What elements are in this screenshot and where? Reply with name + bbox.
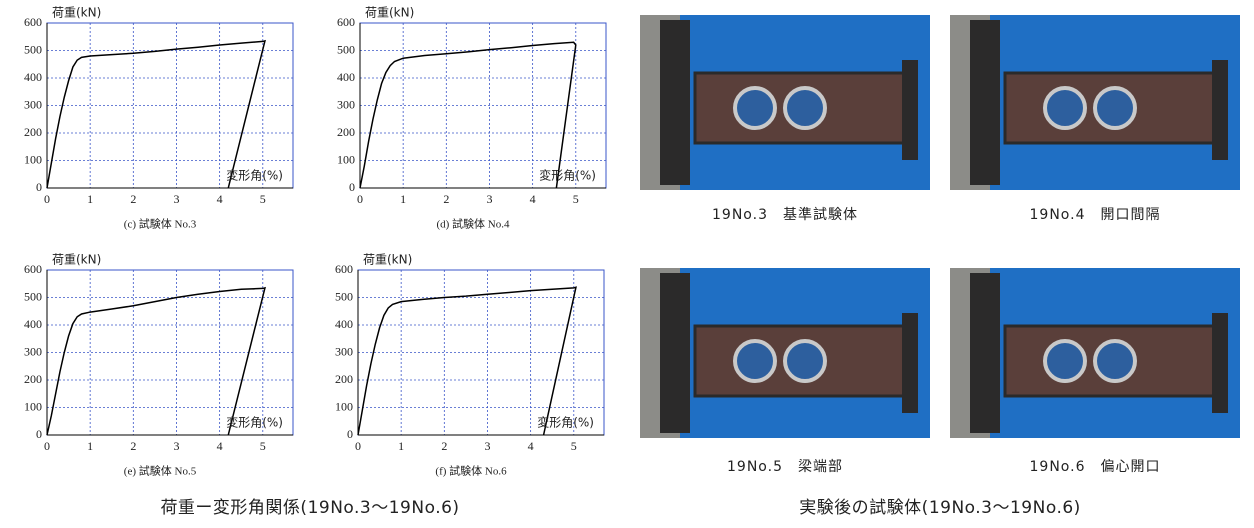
y-tick-label: 100 [24,152,42,166]
x-axis-label: 変形角(%) [226,168,283,183]
x-tick-label: 4 [528,439,534,453]
y-tick-label: 200 [337,125,355,139]
left-caption: 荷重ー変形角関係(19No.3〜19No.6) [160,498,459,518]
y-tick-label: 0 [349,180,355,194]
x-tick-label: 0 [44,439,50,453]
load-curve [47,41,265,188]
column-plate [970,273,1000,433]
y-tick-label: 100 [337,152,355,166]
load-curve [358,287,576,435]
y-tick-label: 600 [24,15,42,29]
x-tick-label: 1 [398,439,404,453]
x-tick-label: 2 [130,192,136,206]
load-curve [360,42,576,188]
y-tick-label: 200 [24,125,42,139]
x-axis-label: 変形角(%) [226,415,283,430]
load-curve [47,288,265,435]
chart-caption: (c) 試験体 No.3 [124,217,197,231]
y-axis-label: 荷重(kN) [363,253,412,267]
x-tick-label: 1 [87,439,93,453]
y-tick-label: 100 [335,399,353,413]
x-tick-label: 4 [217,192,223,206]
x-tick-label: 0 [355,439,361,453]
x-tick-label: 4 [217,439,223,453]
y-tick-label: 600 [335,262,353,276]
y-tick-label: 0 [347,427,353,441]
y-tick-label: 200 [24,372,42,386]
end-plate [1212,60,1228,160]
web-opening [1045,88,1085,128]
y-tick-label: 300 [337,97,355,111]
x-tick-label: 0 [357,192,363,206]
chart: 0 100 200 300 400 500 600 0 1 2 3 4 5 荷重(kN) 変形角(%) (c)… [24,6,293,231]
y-tick-label: 600 [337,15,355,29]
y-tick-label: 500 [24,289,42,303]
x-tick-label: 5 [260,192,266,206]
x-tick-label: 5 [260,439,266,453]
web-opening [785,88,825,128]
y-tick-label: 200 [335,372,353,386]
x-tick-label: 2 [441,439,447,453]
chart-caption: (f) 試験体 No.6 [435,464,507,478]
end-plate [1212,313,1228,413]
y-tick-label: 0 [36,427,42,441]
web-opening [1095,88,1135,128]
column-plate [970,20,1000,185]
y-tick-label: 400 [24,70,42,84]
y-tick-label: 400 [24,317,42,331]
figure: 19No.3 基準試験体 19No.4 開口間隔 19No.5 梁端部 19No.6 … [0,0,1254,524]
chart: 0 100 200 300 400 500 600 0 1 2 3 4 5 荷重(kN) 変形角(%) (d)… [337,6,606,231]
end-plate [902,60,918,160]
y-tick-label: 500 [337,42,355,56]
x-tick-label: 4 [530,192,536,206]
end-plate [902,313,918,413]
web-opening [735,88,775,128]
y-tick-label: 0 [36,180,42,194]
x-tick-label: 1 [400,192,406,206]
web-opening [785,341,825,381]
x-tick-label: 1 [87,192,93,206]
y-axis-label: 荷重(kN) [52,253,101,267]
column-plate [660,20,690,185]
web-opening [1095,341,1135,381]
y-tick-label: 300 [24,344,42,358]
x-tick-label: 2 [130,439,136,453]
y-tick-label: 600 [24,262,42,276]
y-tick-label: 400 [337,70,355,84]
y-tick-label: 300 [24,97,42,111]
x-tick-label: 0 [44,192,50,206]
chart: 0 100 200 300 400 500 600 0 1 2 3 4 5 荷重(kN) 変形角(%) (e)… [24,253,293,478]
chart: 0 100 200 300 400 500 600 0 1 2 3 4 5 荷重(kN) 変形角(%) (f)… [335,253,604,478]
column-plate [660,273,690,433]
x-tick-label: 5 [573,192,579,206]
x-tick-label: 5 [571,439,577,453]
x-tick-label: 3 [484,439,490,453]
y-tick-label: 400 [335,317,353,331]
photo-caption: 19No.4 開口間隔 [1030,207,1161,223]
photos: 19No.3 基準試験体 19No.4 開口間隔 19No.5 梁端部 19No.6 … [640,15,1240,475]
y-tick-label: 300 [335,344,353,358]
y-axis-label: 荷重(kN) [52,6,101,20]
web-opening [735,341,775,381]
chart-caption: (e) 試験体 No.5 [124,464,197,478]
photo-caption: 19No.3 基準試験体 [712,206,858,223]
right-caption: 実験後の試験体(19No.3〜19No.6) [799,498,1081,518]
photo-caption: 19No.6 偏心開口 [1030,459,1161,475]
x-tick-label: 3 [486,192,492,206]
x-tick-label: 3 [173,192,179,206]
chart-caption: (d) 試験体 No.4 [436,217,510,231]
x-tick-label: 3 [173,439,179,453]
x-axis-label: 変形角(%) [537,415,594,430]
x-axis-label: 変形角(%) [539,168,596,183]
y-tick-label: 500 [335,289,353,303]
y-tick-label: 100 [24,399,42,413]
y-axis-label: 荷重(kN) [365,6,414,20]
y-tick-label: 500 [24,42,42,56]
photo-caption: 19No.5 梁端部 [727,459,843,475]
x-tick-label: 2 [443,192,449,206]
web-opening [1045,341,1085,381]
